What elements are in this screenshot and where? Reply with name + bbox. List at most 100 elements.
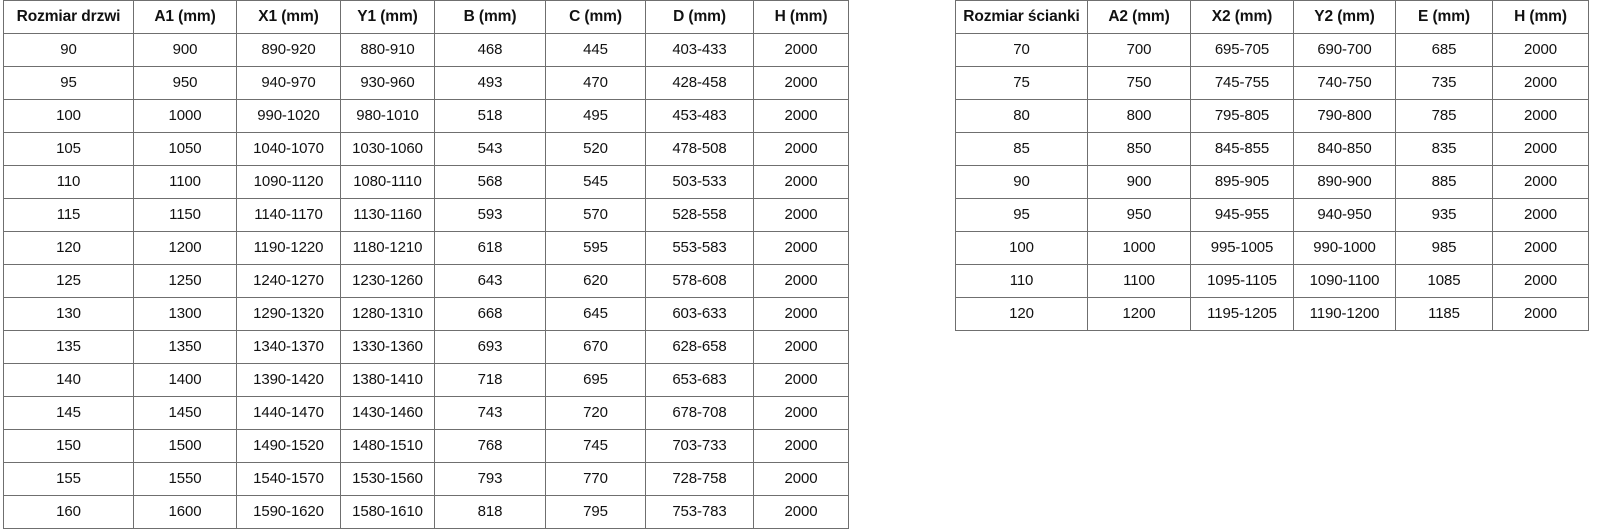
door-table-cell: 145 (3, 396, 134, 430)
door-table-cell: 603-633 (645, 297, 754, 331)
wall-table-cell: 1000 (1087, 231, 1191, 265)
door-table-cell: 518 (434, 99, 546, 133)
wall-table-cell: 745-755 (1190, 66, 1294, 100)
wall-table-cell: 2000 (1492, 297, 1589, 331)
door-table-cell: 1030-1060 (340, 132, 435, 166)
door-table-cell: 768 (434, 429, 546, 463)
wall-table-cell: 890-900 (1293, 165, 1396, 199)
door-table-cell: 90 (3, 33, 134, 67)
wall-table-cell: 1200 (1087, 297, 1191, 331)
door-table-cell: 1330-1360 (340, 330, 435, 364)
door-table-cell: 2000 (753, 297, 849, 331)
table-row: 120 1200 1195-1205 1190-1200 1185 2000 (955, 297, 1589, 331)
door-table-cell: 115 (3, 198, 134, 232)
door-table-cell: 568 (434, 165, 546, 199)
wall-table-header: Rozmiar ścianki A2 (mm) X2 (mm) Y2 (mm) E (m… (955, 0, 1589, 34)
door-table-cell: 1040-1070 (236, 132, 341, 166)
door-table-cell: 1440-1470 (236, 396, 341, 430)
wall-table-cell: 900 (1087, 165, 1191, 199)
door-table-cell: 718 (434, 363, 546, 397)
door-table-cell: 930-960 (340, 66, 435, 100)
door-table-cell: 745 (545, 429, 646, 463)
wall-size-table-container: Rozmiar ścianki A2 (mm) X2 (mm) Y2 (mm) E (m… (955, 0, 1589, 331)
table-row: 155 1550 1540-1570 1530-1560 793 770 728-758 20… (3, 462, 849, 496)
table-row: 100 1000 995-1005 990-1000 985 2000 (955, 231, 1589, 265)
door-table-cell: 150 (3, 429, 134, 463)
table-row: 105 1050 1040-1070 1030-1060 543 520 478-508 20… (3, 132, 849, 166)
door-table-cell: 110 (3, 165, 134, 199)
wall-table-cell: 795-805 (1190, 99, 1294, 133)
page-root: Rozmiar drzwi A1 (mm) X1 (mm) Y1 (mm) B (mm)… (3, 0, 1589, 529)
door-table-cell: 1590-1620 (236, 495, 341, 529)
wall-table-cell: 1195-1205 (1190, 297, 1294, 331)
door-table-cell: 890-920 (236, 33, 341, 67)
door-table-cell: 880-910 (340, 33, 435, 67)
door-table-cell: 1180-1210 (340, 231, 435, 265)
door-table-cell: 703-733 (645, 429, 754, 463)
wall-table-cell: 75 (955, 66, 1088, 100)
door-table-cell: 2000 (753, 66, 849, 100)
wall-table-cell: 895-905 (1190, 165, 1294, 199)
wall-table-cell: 2000 (1492, 132, 1589, 166)
wall-table-cell: 800 (1087, 99, 1191, 133)
door-table-cell: 753-783 (645, 495, 754, 529)
door-table-cell: 495 (545, 99, 646, 133)
door-table-cell: 160 (3, 495, 134, 529)
table-row: 95 950 945-955 940-950 935 2000 (955, 198, 1589, 232)
wall-table-cell: 850 (1087, 132, 1191, 166)
door-table-cell: 2000 (753, 330, 849, 364)
door-table-cell: 1050 (133, 132, 237, 166)
door-table-cell: 1190-1220 (236, 231, 341, 265)
door-table-cell: 95 (3, 66, 134, 100)
table-row: 90 900 890-920 880-910 468 445 403-433 2000 (3, 33, 849, 67)
wall-table-cell: 690-700 (1293, 33, 1396, 67)
wall-table-cell: 740-750 (1293, 66, 1396, 100)
wall-table-cell: 80 (955, 99, 1088, 133)
table-row: 85 850 845-855 840-850 835 2000 (955, 132, 1589, 166)
wall-table-cell: 2000 (1492, 231, 1589, 265)
door-table-cell: 2000 (753, 396, 849, 430)
door-table-cell: 1390-1420 (236, 363, 341, 397)
door-table-cell: 403-433 (645, 33, 754, 67)
door-table-cell: 770 (545, 462, 646, 496)
table-row: 75 750 745-755 740-750 735 2000 (955, 66, 1589, 100)
door-table-cell: 940-970 (236, 66, 341, 100)
door-table-cell: 618 (434, 231, 546, 265)
door-table-cell: 1150 (133, 198, 237, 232)
table-row: 135 1350 1340-1370 1330-1360 693 670 628-658 20… (3, 330, 849, 364)
wall-table-cell: 940-950 (1293, 198, 1396, 232)
door-table-cell: 445 (545, 33, 646, 67)
wall-table-cell: 70 (955, 33, 1088, 67)
door-table-cell: 2000 (753, 33, 849, 67)
door-table-cell: 468 (434, 33, 546, 67)
wall-table-cell: 885 (1395, 165, 1493, 199)
wall-table-cell: 1100 (1087, 264, 1191, 298)
door-table-cell: 620 (545, 264, 646, 298)
door-table-cell: 1480-1510 (340, 429, 435, 463)
table-row: 140 1400 1390-1420 1380-1410 718 695 653-683 20… (3, 363, 849, 397)
table-row: 145 1450 1440-1470 1430-1460 743 720 678-708 20… (3, 396, 849, 430)
door-table-cell: 1490-1520 (236, 429, 341, 463)
wall-table-cell: 2000 (1492, 66, 1589, 100)
wall-table-cell: 985 (1395, 231, 1493, 265)
door-size-table-container: Rozmiar drzwi A1 (mm) X1 (mm) Y1 (mm) B (mm)… (3, 0, 849, 529)
door-table-cell: 795 (545, 495, 646, 529)
door-table-cell: 980-1010 (340, 99, 435, 133)
wall-table-cell: 2000 (1492, 33, 1589, 67)
wall-table-cell: 1185 (1395, 297, 1493, 331)
door-table-cell: 1240-1270 (236, 264, 341, 298)
door-table-cell: 678-708 (645, 396, 754, 430)
door-table-cell: 818 (434, 495, 546, 529)
wall-table-cell: 700 (1087, 33, 1191, 67)
door-table-cell: 2000 (753, 132, 849, 166)
table-row: 110 1100 1090-1120 1080-1110 568 545 503-533 20… (3, 165, 849, 199)
door-table-cell: 1500 (133, 429, 237, 463)
door-table-cell: 2000 (753, 429, 849, 463)
door-table-body: 90 900 890-920 880-910 468 445 403-433 2000 95 95… (3, 33, 849, 529)
door-table-cell: 1000 (133, 99, 237, 133)
door-table-cell: 1250 (133, 264, 237, 298)
wall-table-column-header: A2 (mm) (1087, 0, 1191, 34)
door-table-column-header: Rozmiar drzwi (3, 0, 134, 34)
door-table-cell: 728-758 (645, 462, 754, 496)
table-row: 125 1250 1240-1270 1230-1260 643 620 578-608 20… (3, 264, 849, 298)
